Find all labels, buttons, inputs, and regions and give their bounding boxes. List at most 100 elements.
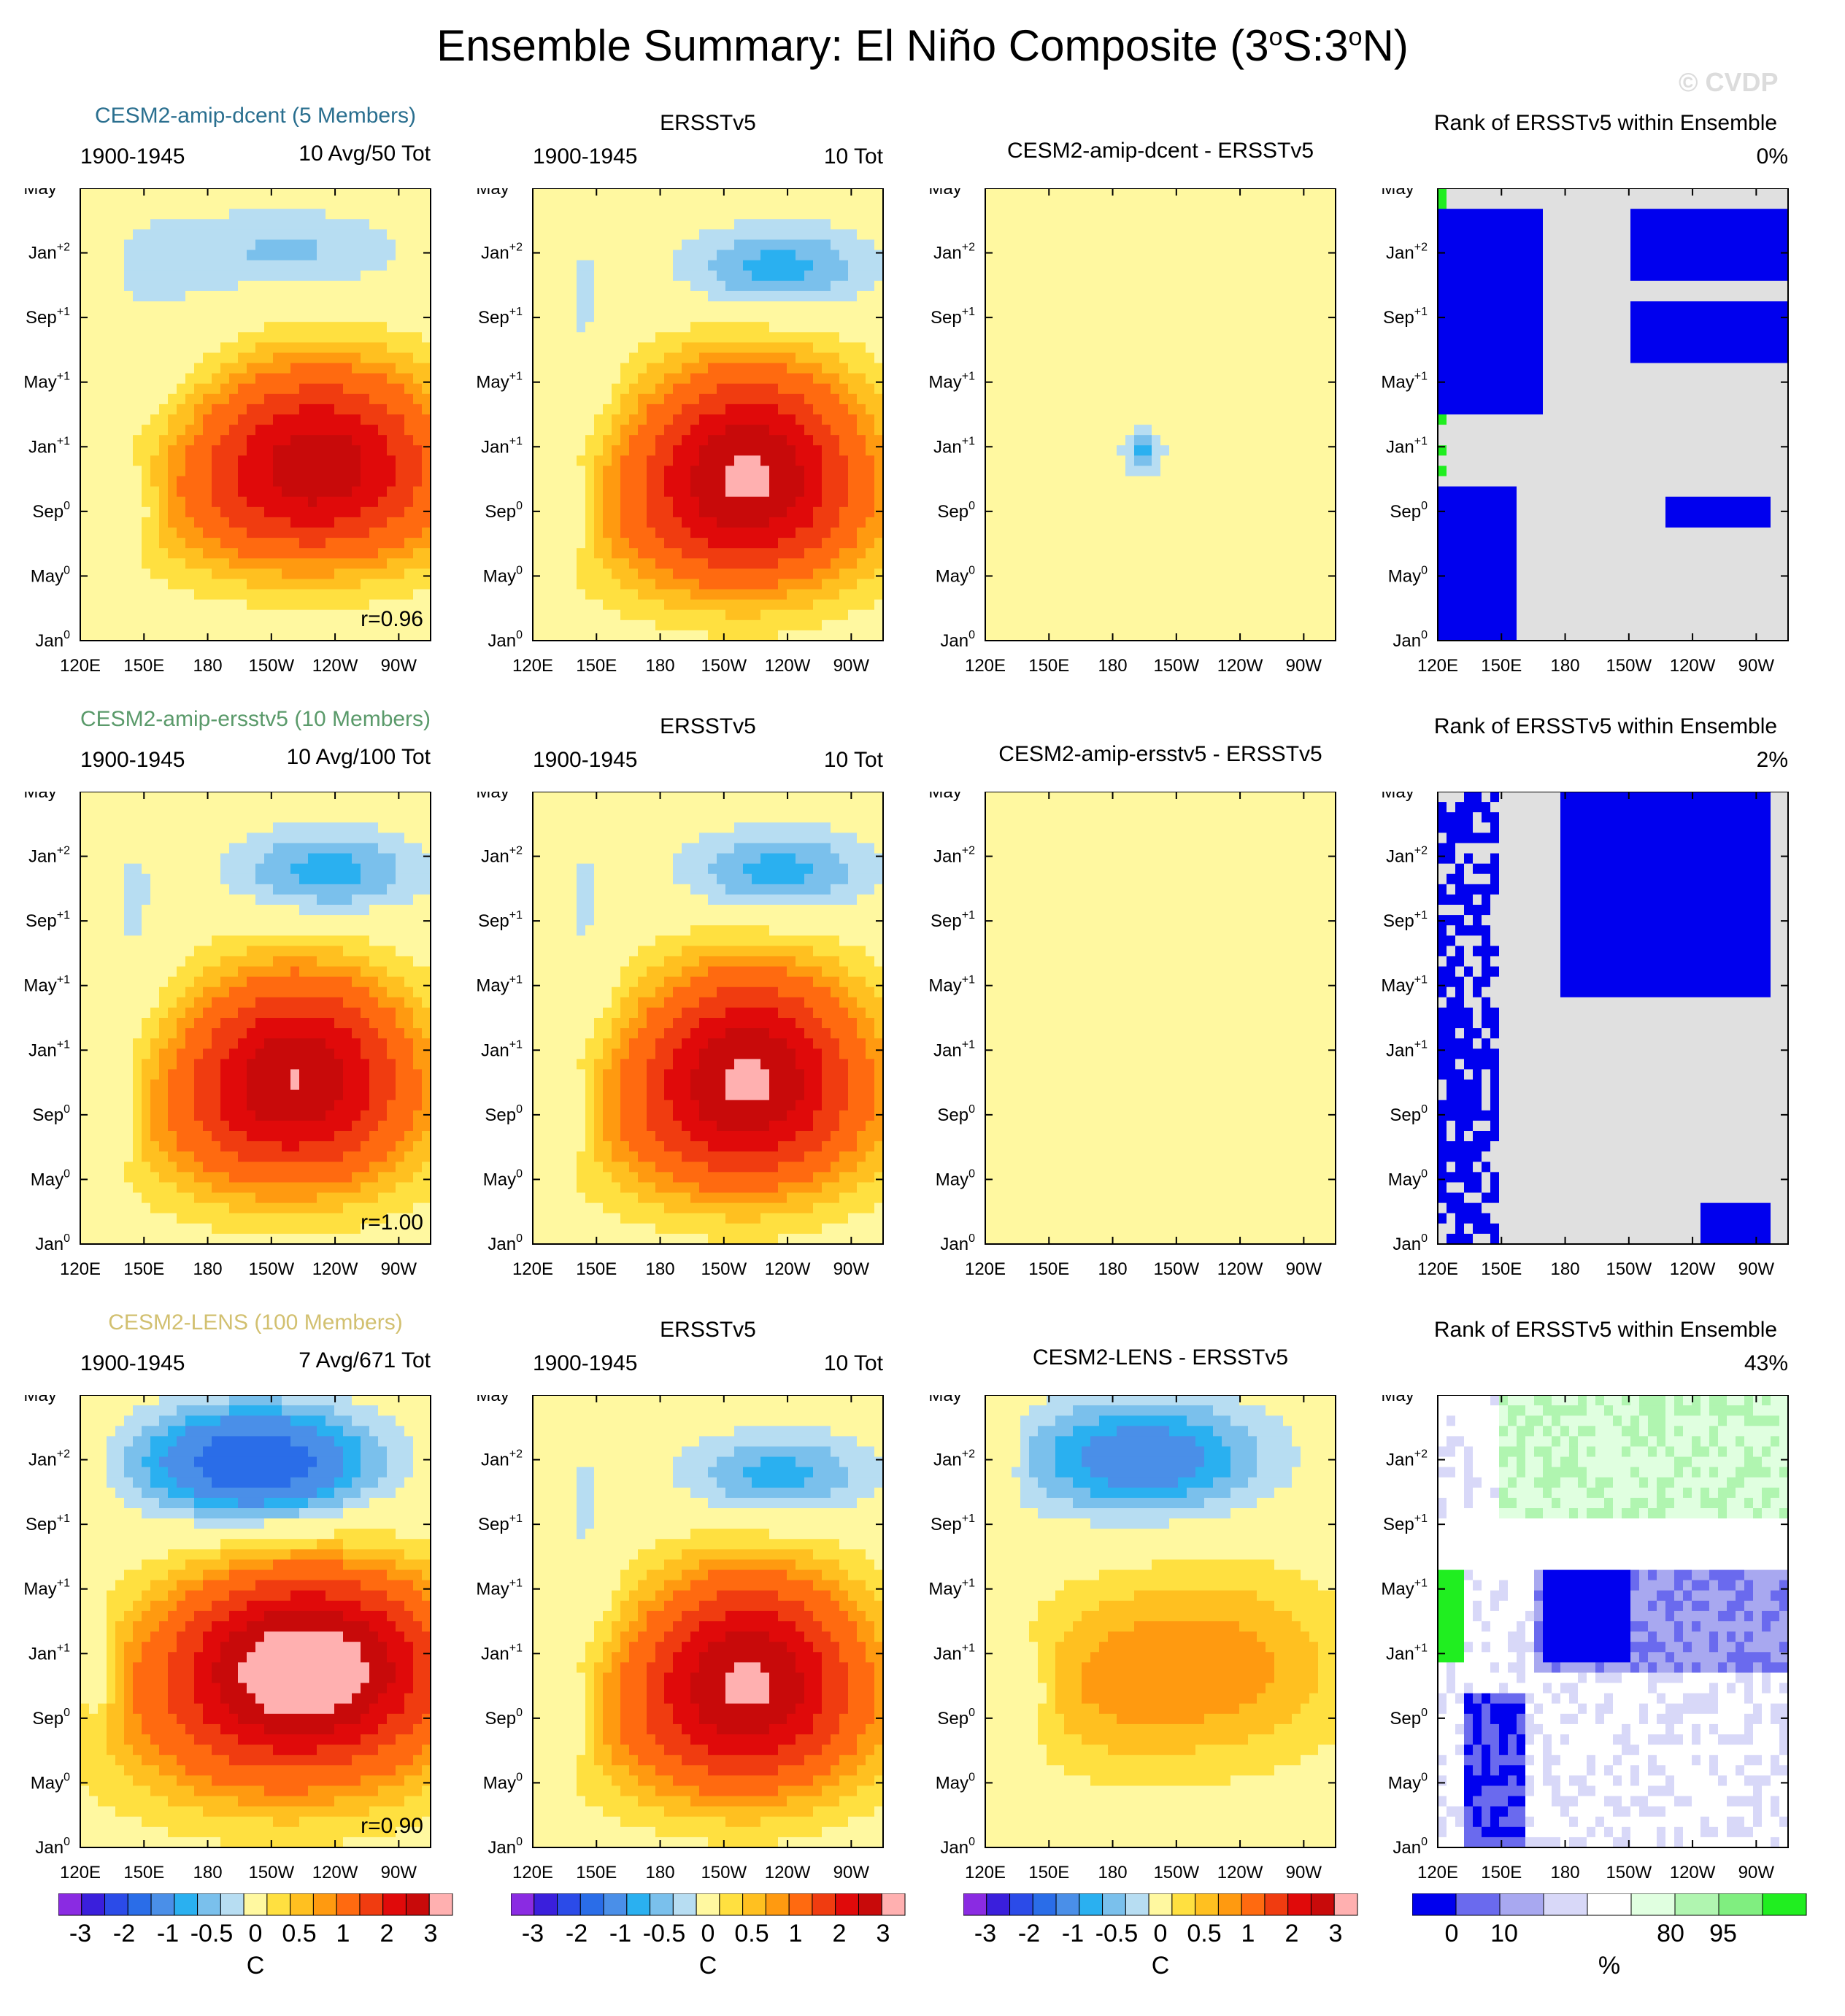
field-cell (308, 342, 317, 354)
field-cell (299, 496, 309, 508)
field-cell (603, 548, 612, 559)
field-cell (150, 538, 160, 549)
field-cell (857, 260, 866, 271)
field-cell (107, 445, 116, 456)
field-cell (874, 229, 884, 241)
field-cell (185, 383, 195, 395)
field-cell (404, 270, 414, 282)
field-cell (1064, 198, 1074, 209)
field-cell (1003, 393, 1012, 405)
field-cell (326, 538, 335, 549)
field-cell (80, 630, 90, 641)
field-cell (1152, 229, 1161, 241)
field-cell (203, 332, 212, 343)
field-cell (1012, 342, 1021, 354)
field-cell (1073, 476, 1082, 487)
plot-frame (532, 188, 884, 641)
field-cell (778, 352, 787, 364)
field-cell (80, 393, 90, 405)
field-cell (404, 558, 414, 569)
field-cell (542, 506, 551, 518)
field-cell (874, 548, 884, 559)
field-cell (822, 383, 831, 395)
field-cell (124, 496, 134, 508)
field-cell (1047, 517, 1056, 528)
field-cell (1012, 455, 1021, 467)
field-cell (796, 455, 805, 467)
field-cell (647, 414, 656, 425)
field-cell (107, 414, 116, 425)
field-cell (1187, 229, 1196, 241)
field-cell (413, 486, 423, 498)
field-cell (743, 373, 752, 385)
field-cell (620, 517, 630, 528)
field-cell (647, 445, 656, 456)
field-cell (1239, 198, 1249, 209)
field-cell (238, 373, 247, 385)
field-cell (1003, 609, 1012, 621)
field-cell (334, 466, 344, 477)
field-cell (629, 332, 639, 343)
field-cell (1125, 352, 1135, 364)
field-cell (203, 301, 212, 312)
field-cell (1020, 538, 1030, 549)
field-cell (796, 630, 805, 641)
field-cell (734, 332, 744, 343)
field-cell (699, 486, 709, 498)
field-cell (533, 579, 542, 590)
field-cell (1064, 558, 1074, 569)
field-cell (1239, 609, 1249, 621)
field-cell (133, 455, 142, 467)
field-cell (264, 538, 274, 549)
field-cell (1064, 250, 1074, 261)
field-cell (1257, 239, 1266, 251)
field-cell (98, 414, 107, 425)
field-cell (1029, 290, 1039, 302)
field-cell (1038, 548, 1047, 559)
field-cell (1064, 352, 1074, 364)
field-cell (212, 435, 221, 446)
field-cell (725, 609, 735, 621)
field-cell (1108, 363, 1117, 374)
field-cell (1257, 496, 1266, 508)
field-cell (290, 373, 300, 385)
field-cell (308, 414, 317, 425)
field-cell (1187, 250, 1196, 261)
field-cell (699, 630, 709, 641)
field-cell (831, 476, 840, 487)
field-cell (334, 250, 344, 261)
field-cell (1108, 425, 1117, 436)
field-cell (264, 250, 274, 261)
field-cell (1152, 393, 1161, 405)
field-cell (594, 466, 604, 477)
field-cell (752, 209, 761, 220)
field-cell (985, 538, 995, 549)
field-cell (396, 538, 405, 549)
field-cell (273, 538, 282, 549)
field-cell (1178, 352, 1187, 364)
field-cell (404, 517, 414, 528)
field-cell (1099, 250, 1109, 261)
field-cell (203, 435, 212, 446)
field-cell (98, 609, 107, 621)
field-cell (708, 383, 717, 395)
field-cell (352, 579, 361, 590)
field-cell (638, 630, 647, 641)
field-cell (107, 393, 116, 405)
field-cell (831, 290, 840, 302)
field-cell (985, 630, 995, 641)
field-cell (1266, 301, 1275, 312)
field-cell (857, 609, 866, 621)
field-cell (212, 363, 221, 374)
field-cell (264, 414, 274, 425)
field-cell (273, 517, 282, 528)
field-cell (343, 260, 353, 271)
field-cell (115, 486, 125, 498)
field-cell (1038, 414, 1047, 425)
field-cell (542, 579, 551, 590)
field-cell (334, 548, 344, 559)
field-cell (1178, 599, 1187, 611)
field-cell (743, 548, 752, 559)
field-cell (743, 332, 752, 343)
field-cell (1003, 548, 1012, 559)
